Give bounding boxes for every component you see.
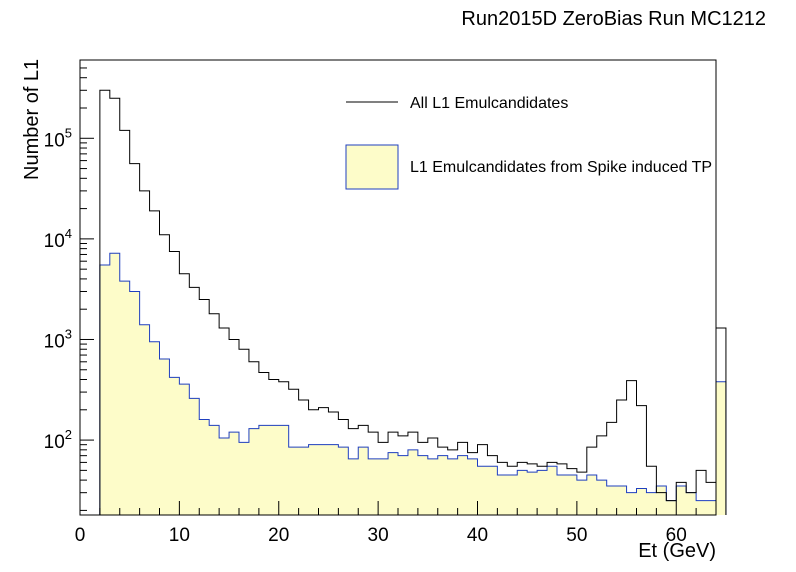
x-axis-title: Et (GeV) [638,540,716,562]
x-tick-label: 40 [467,525,488,546]
x-tick-label: 20 [268,525,289,546]
legend-label-spike: L1 Emulcandidates from Spike induced TP [410,159,712,176]
x-tick-label: 60 [666,525,687,546]
x-tick-label: 0 [75,525,86,546]
y-tick-label: 105 [44,125,72,151]
y-tick-label: 104 [44,226,72,252]
y-tick-label: 102 [44,427,72,453]
chart-title: Run2015D ZeroBias Run MC1212 [461,8,766,30]
x-tick-label: 10 [169,525,190,546]
series-line-0 [99,89,727,515]
legend-label-all: All L1 Emulcandidates [410,95,568,112]
legend-swatch-spike [345,144,399,190]
legend: All L1 Emulcandidates L1 Emulcandidates … [345,95,712,190]
x-tick-label: 30 [368,525,389,546]
series-line-1 [99,252,727,515]
y-tick-label: 103 [44,326,72,352]
ticks-layer: 0 10 20 30 40 50 60 102 103 104 105 [44,59,717,546]
y-axis-title: Number of L1 [21,59,43,180]
series-fill-1 [99,253,726,515]
x-tick-label: 50 [566,525,587,546]
series-layer [99,89,727,515]
